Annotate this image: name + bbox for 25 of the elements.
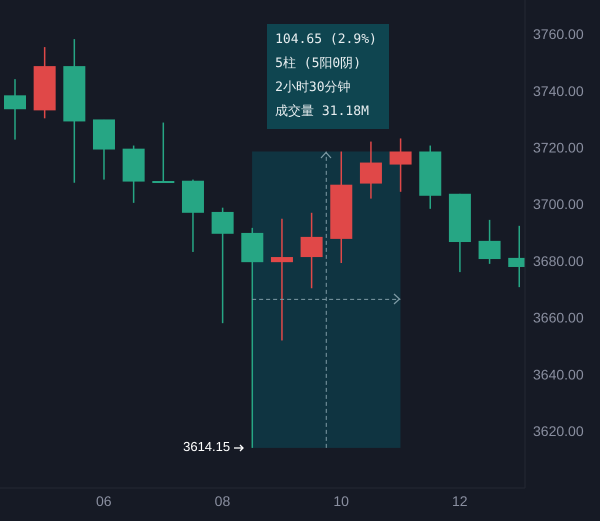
annotation: 2小时30分钟 bbox=[275, 79, 352, 97]
candlestick bbox=[300, 212, 323, 290]
annotation: 104.65 (2.9%) bbox=[275, 31, 378, 49]
y-tick-label: 3680.00 bbox=[533, 252, 584, 269]
x-tick-label: 08 bbox=[214, 492, 230, 509]
candlestick bbox=[152, 122, 174, 184]
candlestick bbox=[390, 138, 412, 193]
y-tick-label: 3660.00 bbox=[533, 310, 584, 326]
x-tick-label: 06 bbox=[96, 492, 112, 509]
y-tick-label: 3720.00 bbox=[533, 140, 584, 156]
annotation: 5柱 (5阳0阴) bbox=[275, 55, 362, 73]
x-tick-label: 12 bbox=[452, 492, 468, 509]
y-tick-label: 3760.00 bbox=[533, 26, 584, 42]
y-tick-label: 3700.00 bbox=[533, 196, 584, 212]
candlestick bbox=[212, 206, 234, 324]
x-tick-label: 10 bbox=[333, 492, 350, 509]
annotation: 成交量 31.18M bbox=[275, 103, 370, 121]
candlestick bbox=[478, 219, 501, 265]
y-tick-label: 3620.00 bbox=[533, 423, 584, 440]
candlestick bbox=[4, 78, 26, 140]
y-tick-label: 3640.00 bbox=[533, 366, 584, 382]
y-tick-label: 3740.00 bbox=[533, 82, 584, 99]
candlestick bbox=[270, 218, 293, 342]
annotation: 3614.15 bbox=[182, 438, 230, 454]
candlestick bbox=[360, 140, 382, 200]
